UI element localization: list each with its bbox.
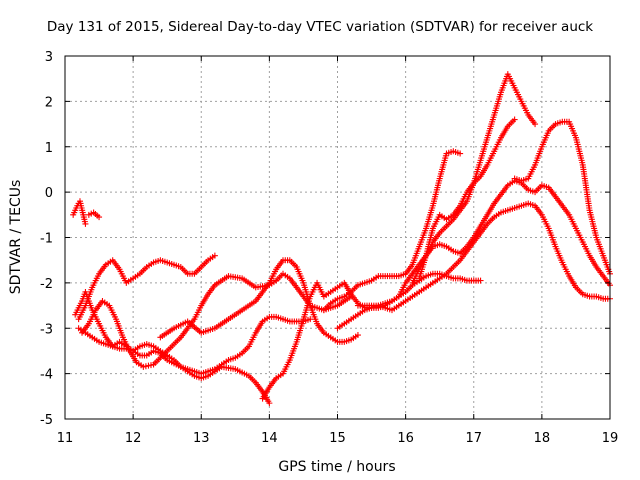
y-tick-label: -3	[40, 322, 53, 337]
series-track-2	[85, 209, 103, 221]
series-track-9	[320, 148, 464, 314]
data-point	[477, 277, 484, 284]
y-tick-label: -2	[40, 277, 53, 292]
y-tick-label: -1	[40, 232, 53, 247]
series-track-8	[259, 270, 484, 402]
grid	[65, 56, 610, 419]
ticks	[64, 55, 611, 420]
data-point	[82, 220, 89, 227]
x-tick-label: 12	[125, 431, 142, 446]
chart-title: Day 131 of 2015, Sidereal Day-to-day VTE…	[47, 19, 593, 35]
series-line	[261, 273, 481, 400]
data-point	[532, 121, 539, 128]
y-tick-label: 1	[45, 141, 53, 156]
series-track-3	[72, 288, 314, 377]
y-tick-label: -4	[40, 368, 53, 383]
data-point	[511, 116, 518, 123]
y-tick-label: 2	[45, 95, 53, 110]
series-layer	[70, 71, 613, 407]
x-tick-label: 16	[397, 431, 414, 446]
data-point	[211, 252, 218, 259]
data-point	[266, 400, 273, 407]
series-track-4	[75, 252, 218, 323]
data-point	[96, 214, 103, 221]
x-tick-label: 19	[602, 431, 619, 446]
x-axis-label: GPS time / hours	[278, 459, 395, 475]
x-tick-label: 11	[57, 431, 74, 446]
data-point	[307, 316, 314, 323]
data-point	[354, 332, 361, 339]
data-point	[457, 150, 464, 157]
x-tick-label: 13	[193, 431, 210, 446]
y-tick-labels: -5 -4 -3 -2 -1 0 1 2 3	[40, 50, 53, 428]
series-track-6	[79, 270, 355, 370]
series-track-14	[511, 118, 613, 277]
x-tick-label: 18	[534, 431, 551, 446]
data-point	[145, 362, 152, 369]
x-tick-label: 14	[261, 431, 278, 446]
series-line	[514, 121, 611, 275]
series-line	[74, 291, 311, 375]
data-point	[148, 362, 155, 369]
series-track-13	[416, 116, 518, 282]
y-tick-label: 0	[45, 186, 53, 201]
data-point	[140, 363, 147, 370]
y-tick-label: 3	[45, 50, 53, 65]
x-tick-labels: 11 12 13 14 15 16 17 18 19	[57, 431, 619, 446]
y-axis-label: SDTVAR / TECUs	[8, 180, 24, 295]
series-track-1	[70, 198, 89, 227]
x-tick-label: 17	[465, 431, 482, 446]
data-point	[142, 363, 149, 370]
series-track-11	[354, 200, 613, 314]
x-tick-label: 15	[329, 431, 346, 446]
y-tick-label: -5	[40, 413, 53, 428]
